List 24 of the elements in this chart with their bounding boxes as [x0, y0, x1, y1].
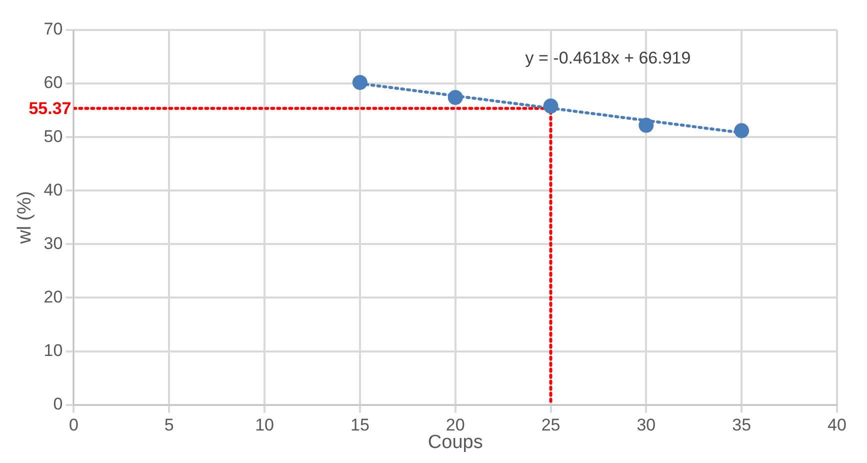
x-tick-label: 5 [164, 416, 174, 435]
y-tick-label: 20 [44, 287, 63, 306]
x-tick-label: 15 [350, 416, 370, 435]
point [734, 123, 750, 138]
x-tick-label: 10 [255, 416, 274, 435]
y-tick-label: 50 [44, 126, 63, 146]
y-tick-label: 10 [44, 340, 63, 360]
point [543, 98, 558, 114]
point [352, 74, 368, 90]
x-tick-label: 35 [732, 416, 752, 435]
y-tick-label: 0 [53, 394, 63, 414]
x-tick-label: 25 [541, 416, 560, 435]
point [448, 90, 463, 105]
x-tick-label: 40 [828, 416, 846, 435]
x-tick-label: 30 [636, 416, 656, 435]
annotation: 55.37 [28, 99, 72, 118]
x-tick-label: 0 [68, 416, 78, 435]
point [638, 118, 654, 133]
y-tick-label: 60 [44, 73, 63, 92]
y-tick-label: 70 [44, 20, 63, 39]
y-tick-label: 40 [44, 180, 63, 200]
y-axis-title: wl (%) [14, 191, 36, 245]
y-tick-label: 30 [44, 234, 63, 253]
annotation: y = -0.4618x + 66.919 [525, 48, 691, 68]
